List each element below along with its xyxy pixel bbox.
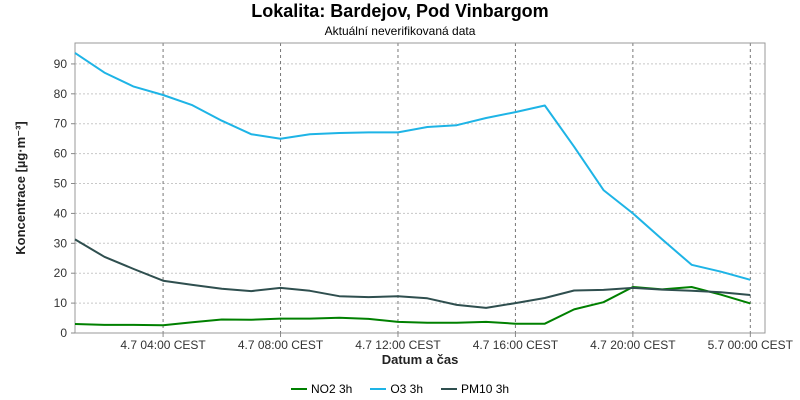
chart-subtitle: Aktuální neverifikovaná data — [324, 24, 476, 38]
x-tick-label: 4.7 20:00 CEST — [590, 338, 676, 352]
legend-item: O3 3h — [370, 382, 423, 396]
grid — [75, 43, 765, 334]
y-tick-label: 50 — [54, 177, 68, 191]
y-tick-label: 60 — [54, 147, 68, 161]
y-tick-label: 80 — [54, 87, 68, 101]
axis-ticks: 0 10 20 30 40 50 60 70 80 90 4.7 04:00 CEST 4.7 08:… — [54, 57, 794, 352]
legend-item: NO2 3h — [290, 382, 353, 396]
legend-label: PM10 3h — [461, 382, 510, 396]
x-tick-label: 4.7 08:00 CEST — [238, 338, 324, 352]
y-tick-label: 0 — [60, 326, 67, 340]
y-axis-label: Koncentrace [µg·m⁻³] — [13, 121, 28, 255]
chart-title: Lokalita: Bardejov, Pod Vinbargom — [251, 1, 549, 21]
series-line — [74, 286, 751, 327]
legend-swatch — [370, 388, 387, 390]
x-tick-label: 4.7 04:00 CEST — [120, 338, 206, 352]
legend-label: O3 3h — [390, 382, 424, 396]
y-tick-label: 20 — [54, 266, 68, 280]
legend-item: PM10 3h — [441, 382, 509, 396]
legend-swatch — [441, 388, 458, 390]
series-lines — [74, 52, 751, 327]
plot-area-border — [74, 42, 766, 334]
x-tick-label: 4.7 12:00 CEST — [355, 338, 441, 352]
x-axis-label: Datum a čas — [382, 352, 459, 367]
legend-swatch — [290, 388, 307, 390]
x-tick-label: 4.7 16:00 CEST — [473, 338, 559, 352]
legend: NO2 3h O3 3h PM10 3h — [0, 382, 800, 396]
y-tick-label: 30 — [54, 236, 68, 250]
legend-label: NO2 3h — [310, 382, 353, 396]
series-line — [74, 52, 751, 281]
series-line — [74, 238, 751, 309]
y-tick-label: 40 — [54, 206, 68, 220]
y-tick-label: 90 — [54, 57, 68, 71]
y-tick-label: 70 — [54, 117, 68, 131]
x-tick-label: 5.7 00:00 CEST — [708, 338, 794, 352]
y-tick-label: 10 — [54, 296, 68, 310]
